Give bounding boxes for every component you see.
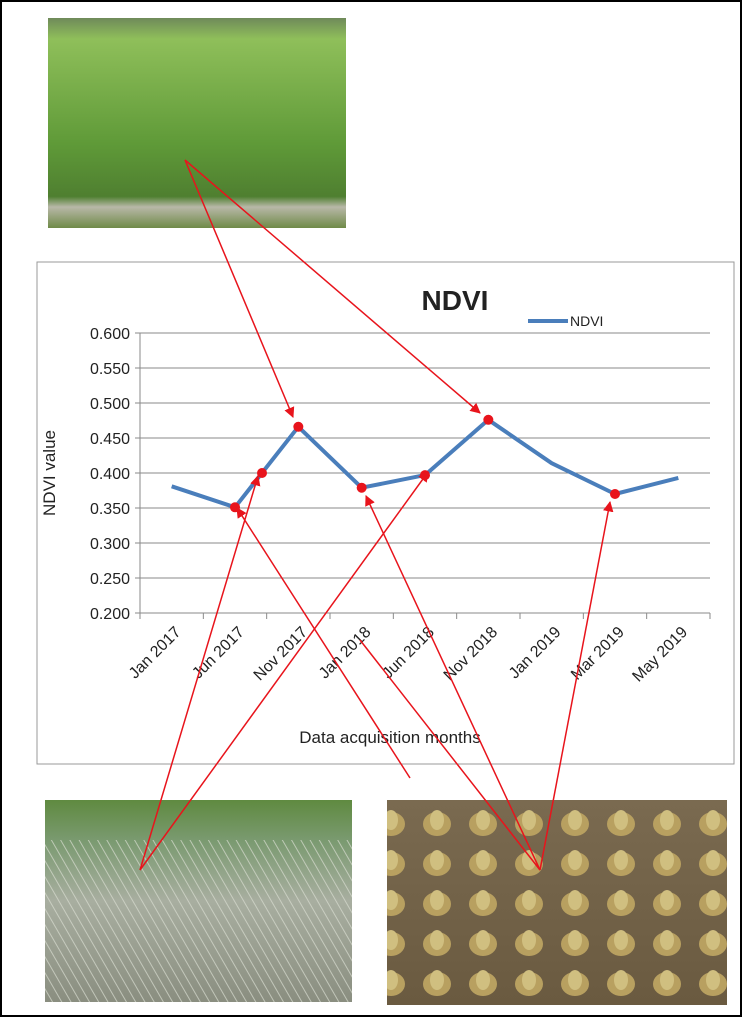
y-tick-label: 0.200: [90, 606, 130, 623]
chart-title: NDVI: [422, 285, 489, 316]
y-tick-label: 0.400: [90, 466, 130, 483]
annotation-arrows: [139, 159, 614, 871]
y-tick-label: 0.450: [90, 431, 130, 448]
highlight-dot: [610, 489, 620, 499]
y-tick-label: 0.350: [90, 501, 130, 518]
y-tick-label: 0.550: [90, 361, 130, 378]
y-tick-label: 0.500: [90, 396, 130, 413]
x-axis-label: Data acquisition months: [299, 728, 480, 747]
chart-area: [36, 261, 735, 765]
photo-green-field: [48, 18, 346, 228]
highlight-dot: [293, 421, 304, 432]
y-tick-label: 0.300: [90, 536, 130, 553]
y-tick-label: 0.600: [90, 326, 130, 343]
photo-flooded-paddy: [45, 800, 352, 1002]
y-axis-label: NDVI value: [40, 430, 59, 516]
annotation-dot: [257, 468, 267, 478]
legend-label: NDVI: [570, 313, 603, 329]
photo-harvested-field: [387, 800, 727, 1005]
highlight-dot: [356, 482, 367, 493]
highlight-dot: [483, 414, 494, 425]
y-tick-label: 0.250: [90, 571, 130, 588]
